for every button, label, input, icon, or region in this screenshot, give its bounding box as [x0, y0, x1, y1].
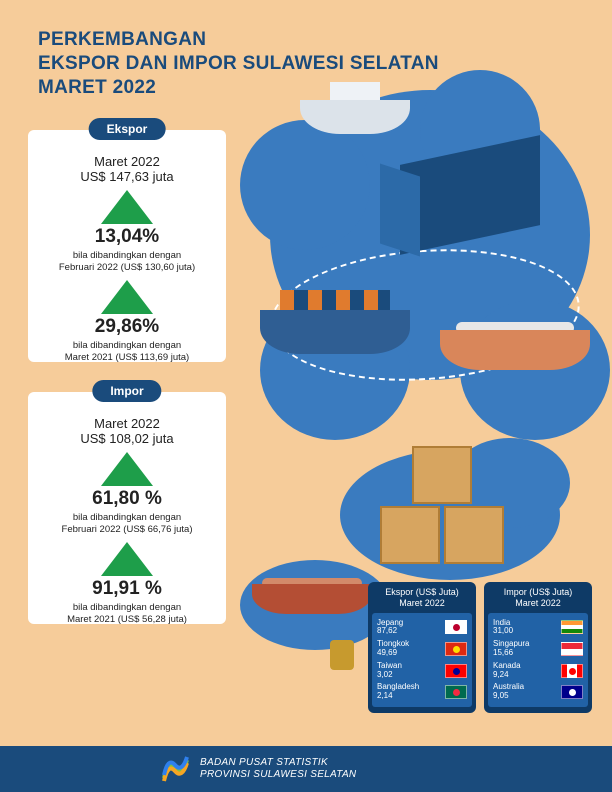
- impor-country-table: Impor (US$ Juta) Maret 2022 India31,00 Si…: [484, 582, 592, 713]
- ekspor-period: Maret 2022: [38, 154, 216, 169]
- table-body: India31,00 Singapura15,66 Kanada9,24 Austra…: [488, 613, 588, 707]
- impor-period: Maret 2022: [38, 416, 216, 431]
- port-cloud: [240, 120, 370, 250]
- footer-text: BADAN PUSAT STATISTIK PROVINSI SULAWESI …: [200, 757, 356, 781]
- ekspor-card: Ekspor Maret 2022 US$ 147,63 juta 13,04%…: [28, 130, 226, 362]
- oil-barrel-icon: [330, 640, 354, 670]
- flag-icon: [561, 620, 583, 634]
- ekspor-country-table: Ekspor (US$ Juta) Maret 2022 Jepang87,62…: [368, 582, 476, 713]
- table-row: Australia9,05: [493, 681, 583, 703]
- oil-tanker-icon: [252, 584, 372, 614]
- country-cell: Bangladesh2,14: [377, 683, 440, 701]
- table-row: Tiongkok49,69: [377, 638, 467, 660]
- country-cell: Australia9,05: [493, 683, 556, 701]
- cargo-boxes-icon: [380, 444, 510, 564]
- country-cell: Taiwan3,02: [377, 662, 440, 680]
- impor-card: Impor Maret 2022 US$ 108,02 juta 61,80 %…: [28, 392, 226, 624]
- bps-logo-icon: [160, 754, 190, 784]
- country-cell: India31,00: [493, 619, 556, 637]
- impor-tab: Impor: [92, 380, 161, 402]
- cargo-box-icon: [444, 506, 504, 564]
- arrow-up-icon: [101, 280, 153, 314]
- ekspor-compare-yoy: bila dibandingkan dengan Maret 2021 (US$…: [38, 340, 216, 364]
- impor-amount: US$ 108,02 juta: [38, 431, 216, 446]
- country-cell: Singapura15,66: [493, 640, 556, 658]
- impor-compare-yoy: bila dibandingkan dengan Maret 2021 (US$…: [38, 602, 216, 626]
- table-head: Impor (US$ Juta) Maret 2022: [484, 582, 592, 613]
- impor-pct-mom: 61,80 %: [38, 488, 216, 510]
- title-line1: PERKEMBANGAN: [38, 28, 439, 52]
- ship-icon: [300, 100, 410, 134]
- ekspor-pct-yoy: 29,86%: [38, 316, 216, 338]
- cargo-box-icon: [380, 506, 440, 564]
- country-cell: Kanada9,24: [493, 662, 556, 680]
- flag-icon: [561, 685, 583, 699]
- flag-icon: [445, 685, 467, 699]
- country-cell: Tiongkok49,69: [377, 640, 440, 658]
- cargo-box-icon: [412, 446, 472, 504]
- flag-icon: [445, 664, 467, 678]
- table-row: Singapura15,66: [493, 638, 583, 660]
- arrow-up-icon: [101, 452, 153, 486]
- table-row: Kanada9,24: [493, 660, 583, 682]
- table-row: India31,00: [493, 617, 583, 639]
- arrow-up-icon: [101, 190, 153, 224]
- table-row: Taiwan3,02: [377, 660, 467, 682]
- flag-icon: [561, 664, 583, 678]
- impor-pct-yoy: 91,91 %: [38, 578, 216, 600]
- flag-icon: [561, 642, 583, 656]
- ekspor-pct-mom: 13,04%: [38, 226, 216, 248]
- impor-compare-mom: bila dibandingkan dengan Februari 2022 (…: [38, 512, 216, 536]
- country-cell: Jepang87,62: [377, 619, 440, 637]
- tanker-ship-icon: [440, 330, 590, 370]
- table-body: Jepang87,62 Tiongkok49,69 Taiwan3,02 Bangla…: [372, 613, 472, 707]
- ekspor-compare-mom: bila dibandingkan dengan Februari 2022 (…: [38, 250, 216, 274]
- title-line2: EKSPOR DAN IMPOR SULAWESI SELATAN: [38, 52, 439, 76]
- flag-icon: [445, 620, 467, 634]
- ekspor-amount: US$ 147,63 juta: [38, 169, 216, 184]
- warehouse-icon: [380, 164, 420, 257]
- table-row: Jepang87,62: [377, 617, 467, 639]
- table-row: Bangladesh2,14: [377, 681, 467, 703]
- container-ship-icon: [260, 310, 410, 354]
- arrow-up-icon: [101, 542, 153, 576]
- flag-icon: [445, 642, 467, 656]
- table-head: Ekspor (US$ Juta) Maret 2022: [368, 582, 476, 613]
- ekspor-tab: Ekspor: [89, 118, 166, 140]
- footer: BADAN PUSAT STATISTIK PROVINSI SULAWESI …: [0, 746, 612, 792]
